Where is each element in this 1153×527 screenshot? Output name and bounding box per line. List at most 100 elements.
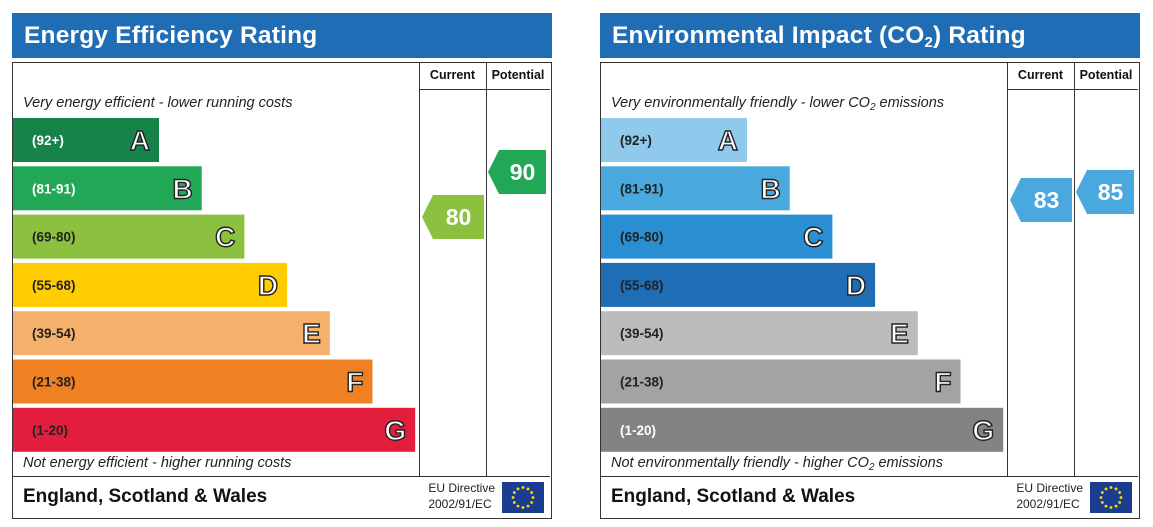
band-range-label: (81-91) bbox=[620, 181, 664, 196]
band-letter: C bbox=[803, 222, 823, 253]
band-letter: F bbox=[934, 367, 951, 398]
divider bbox=[13, 476, 550, 477]
panel-title: Energy Efficiency Rating bbox=[12, 13, 552, 58]
band-range-label: (92+) bbox=[620, 133, 652, 148]
eu-directive-line1: EU Directive bbox=[428, 481, 495, 495]
energy-efficiency-panel: Energy Efficiency Rating Current Potenti… bbox=[12, 13, 552, 519]
chart-frame: Current Potential Very energy efficient … bbox=[12, 62, 552, 519]
eu-directive-label: EU Directive 2002/91/EC bbox=[428, 480, 495, 512]
rating-band-g bbox=[13, 407, 416, 452]
eu-star bbox=[521, 506, 525, 509]
band-range-label: (55-68) bbox=[620, 278, 664, 293]
band-letter: D bbox=[846, 270, 866, 301]
current-rating-indicator: 80 bbox=[422, 194, 484, 239]
eu-star bbox=[511, 496, 515, 499]
footer-region-label: England, Scotland & Wales bbox=[611, 486, 856, 507]
eu-star bbox=[1114, 504, 1118, 508]
chart-frame: Current Potential Very environmentally f… bbox=[600, 62, 1140, 519]
eu-flag-icon bbox=[502, 482, 544, 513]
eu-directive-line2: 2002/91/EC bbox=[1016, 497, 1080, 511]
rating-bands: (92+) A (81-91) B (69-80) C (55-68) D (39-54) E (2… bbox=[601, 118, 1004, 452]
rating-value: 90 bbox=[510, 159, 536, 185]
band-range-label: (92+) bbox=[32, 133, 64, 148]
eu-star bbox=[1109, 506, 1113, 509]
divider bbox=[601, 476, 1138, 477]
rating-band-f bbox=[601, 359, 961, 404]
eu-star bbox=[1104, 487, 1108, 491]
divider bbox=[1074, 63, 1075, 476]
eu-flag-icon bbox=[1090, 482, 1132, 513]
eu-directive-line2: 2002/91/EC bbox=[428, 497, 492, 511]
note-subscript: 2 bbox=[868, 462, 875, 473]
rating-band-c bbox=[13, 214, 245, 259]
note-text: Not environmentally friendly - higher CO bbox=[611, 455, 869, 471]
title-text-end: ) Rating bbox=[933, 22, 1026, 49]
band-range-label: (69-80) bbox=[32, 230, 76, 245]
eu-star bbox=[531, 496, 535, 499]
top-note: Very energy efficient - lower running co… bbox=[23, 95, 293, 111]
divider bbox=[419, 89, 550, 90]
eu-star bbox=[1104, 504, 1108, 508]
eu-directive-label: EU Directive 2002/91/EC bbox=[1016, 480, 1083, 512]
rating-band-g bbox=[601, 407, 1004, 452]
rating-band-b bbox=[601, 166, 790, 211]
rating-arrow bbox=[1076, 170, 1134, 215]
top-note: Very environmentally friendly - lower CO… bbox=[611, 95, 944, 113]
panel-title: Environmental Impact (CO2) Rating bbox=[600, 13, 1140, 58]
current-rating-indicator: 83 bbox=[1010, 178, 1072, 223]
bottom-note: Not energy efficient - higher running co… bbox=[23, 455, 292, 471]
eu-star bbox=[1118, 491, 1122, 494]
eu-star bbox=[530, 491, 534, 494]
band-range-label: (39-54) bbox=[32, 326, 76, 341]
band-range-label: (55-68) bbox=[32, 278, 76, 293]
rating-band-a bbox=[13, 118, 159, 162]
band-range-label: (39-54) bbox=[620, 326, 664, 341]
potential-rating-indicator: 85 bbox=[1076, 170, 1134, 215]
title-text: Energy Efficiency Rating bbox=[24, 22, 318, 49]
band-letter: B bbox=[760, 173, 780, 204]
band-range-label: (69-80) bbox=[620, 230, 664, 245]
band-range-label: (21-38) bbox=[32, 375, 76, 390]
potential-rating-indicator: 90 bbox=[488, 150, 546, 195]
title-text: Environmental Impact (CO bbox=[612, 22, 925, 49]
rating-value: 85 bbox=[1098, 179, 1124, 205]
band-range-label: (81-91) bbox=[32, 181, 76, 196]
band-letter: A bbox=[130, 125, 150, 156]
column-header-potential: Potential bbox=[491, 68, 545, 82]
rating-band-a bbox=[601, 118, 747, 162]
rating-band-f bbox=[13, 359, 373, 404]
divider bbox=[486, 63, 487, 476]
rating-band-c bbox=[601, 214, 833, 259]
divider bbox=[419, 63, 420, 476]
eu-star bbox=[512, 491, 516, 494]
eu-star bbox=[516, 487, 520, 491]
rating-bands: (92+) A (81-91) B (69-80) C (55-68) D (39-54) E (2… bbox=[13, 118, 416, 452]
band-letter: A bbox=[718, 125, 738, 156]
band-range-label: (21-38) bbox=[620, 375, 664, 390]
rating-band-d bbox=[601, 262, 876, 307]
rating-band-d bbox=[13, 262, 288, 307]
band-letter: F bbox=[346, 367, 363, 398]
band-letter: C bbox=[215, 222, 235, 253]
rating-arrow bbox=[488, 150, 546, 195]
eu-star bbox=[1119, 496, 1123, 499]
eu-star bbox=[526, 487, 530, 491]
title-subscript: 2 bbox=[924, 34, 934, 51]
rating-band-e bbox=[601, 311, 918, 356]
rating-value: 80 bbox=[446, 204, 472, 230]
eu-star bbox=[530, 501, 534, 504]
eu-star bbox=[1100, 501, 1104, 504]
note-text: Very environmentally friendly - lower CO bbox=[611, 95, 870, 111]
band-letter: G bbox=[972, 415, 994, 446]
eu-star bbox=[526, 504, 530, 508]
rating-band-e bbox=[13, 311, 330, 356]
rating-arrow bbox=[1010, 178, 1072, 223]
band-letter: E bbox=[890, 318, 909, 349]
eu-directive-line1: EU Directive bbox=[1016, 481, 1083, 495]
divider bbox=[1007, 89, 1138, 90]
eu-star bbox=[1099, 496, 1103, 499]
column-header-current: Current bbox=[429, 68, 476, 82]
eu-star bbox=[521, 486, 525, 489]
divider bbox=[1007, 63, 1008, 476]
footer-region-label: England, Scotland & Wales bbox=[23, 486, 268, 507]
